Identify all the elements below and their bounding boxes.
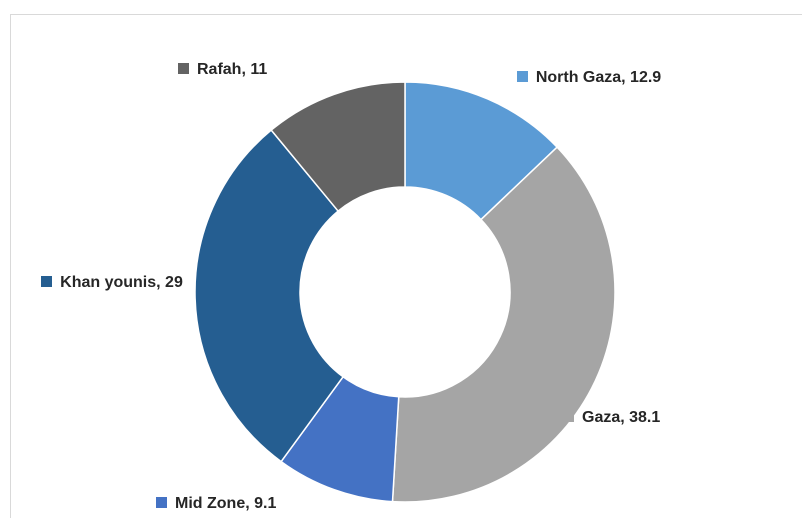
label-swatch [178, 63, 189, 74]
label-text: North Gaza, 12.9 [536, 69, 661, 86]
label-text: Rafah, 11 [197, 61, 267, 78]
label-text: Mid Zone, 9.1 [175, 495, 276, 512]
label-swatch [563, 411, 574, 422]
data-label: Khan younis, 29 [32, 268, 192, 298]
donut-segment [392, 147, 615, 502]
data-label: North Gaza, 12.9 [514, 63, 664, 93]
label-swatch [517, 71, 528, 82]
data-label: Gaza, 38.1 [563, 403, 723, 433]
label-text: Khan younis, 29 [60, 274, 183, 291]
data-label: Mid Zone, 9.1 [156, 489, 326, 519]
data-label: Rafah, 11 [178, 55, 318, 85]
label-swatch [41, 276, 52, 287]
label-swatch [156, 497, 167, 508]
label-text: Gaza, 38.1 [582, 409, 660, 426]
